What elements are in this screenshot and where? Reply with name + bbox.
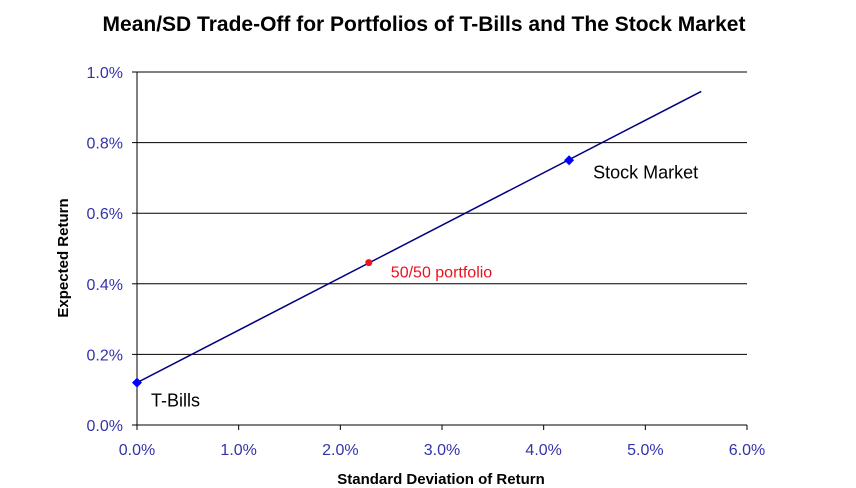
x-tick-label: 5.0% <box>627 442 663 459</box>
point-t-bills-label: T-Bills <box>151 391 200 411</box>
grid-lines <box>137 71 747 355</box>
series-lines <box>136 90 702 384</box>
x-tick-label: 0.0% <box>119 442 155 459</box>
point-stock-market-label: Stock Market <box>593 162 698 182</box>
y-tick-label: 0.0% <box>87 418 123 435</box>
chart-title: Mean/SD Trade-Off for Portfolios of T-Bi… <box>103 13 746 36</box>
point-50-50-portfolio-marker <box>365 259 373 267</box>
series-line-0 <box>136 90 702 384</box>
y-tick-label: 1.0% <box>87 65 123 82</box>
point-stock-market-marker <box>564 155 575 166</box>
y-axis-title: Expected Return <box>55 198 72 317</box>
x-tick-label: 2.0% <box>322 442 358 459</box>
x-tick-label: 4.0% <box>525 442 561 459</box>
x-tick-label: 6.0% <box>729 442 765 459</box>
point-50-50-portfolio-label: 50/50 portfolio <box>391 265 493 282</box>
x-tick-label: 3.0% <box>424 442 460 459</box>
y-tick-label: 0.2% <box>87 347 123 364</box>
x-tick-labels: 0.0% 1.0% 2.0% 3.0% 4.0% 5.0% 6.0% <box>119 442 765 459</box>
y-tick-label: 0.6% <box>87 206 123 223</box>
x-axis-title: Standard Deviation of Return <box>337 471 545 488</box>
y-tick-label: 0.4% <box>87 277 123 294</box>
point-t-bills-marker <box>132 377 142 388</box>
y-tick-labels: 0.0% 0.2% 0.4% 0.6% 0.8% 1.0% <box>87 65 123 435</box>
y-tick-label: 0.8% <box>87 136 123 153</box>
axes <box>132 71 748 430</box>
x-tick-label: 1.0% <box>220 442 256 459</box>
data-points: T-Bills Stock Market 50/50 portfolio <box>132 155 698 411</box>
